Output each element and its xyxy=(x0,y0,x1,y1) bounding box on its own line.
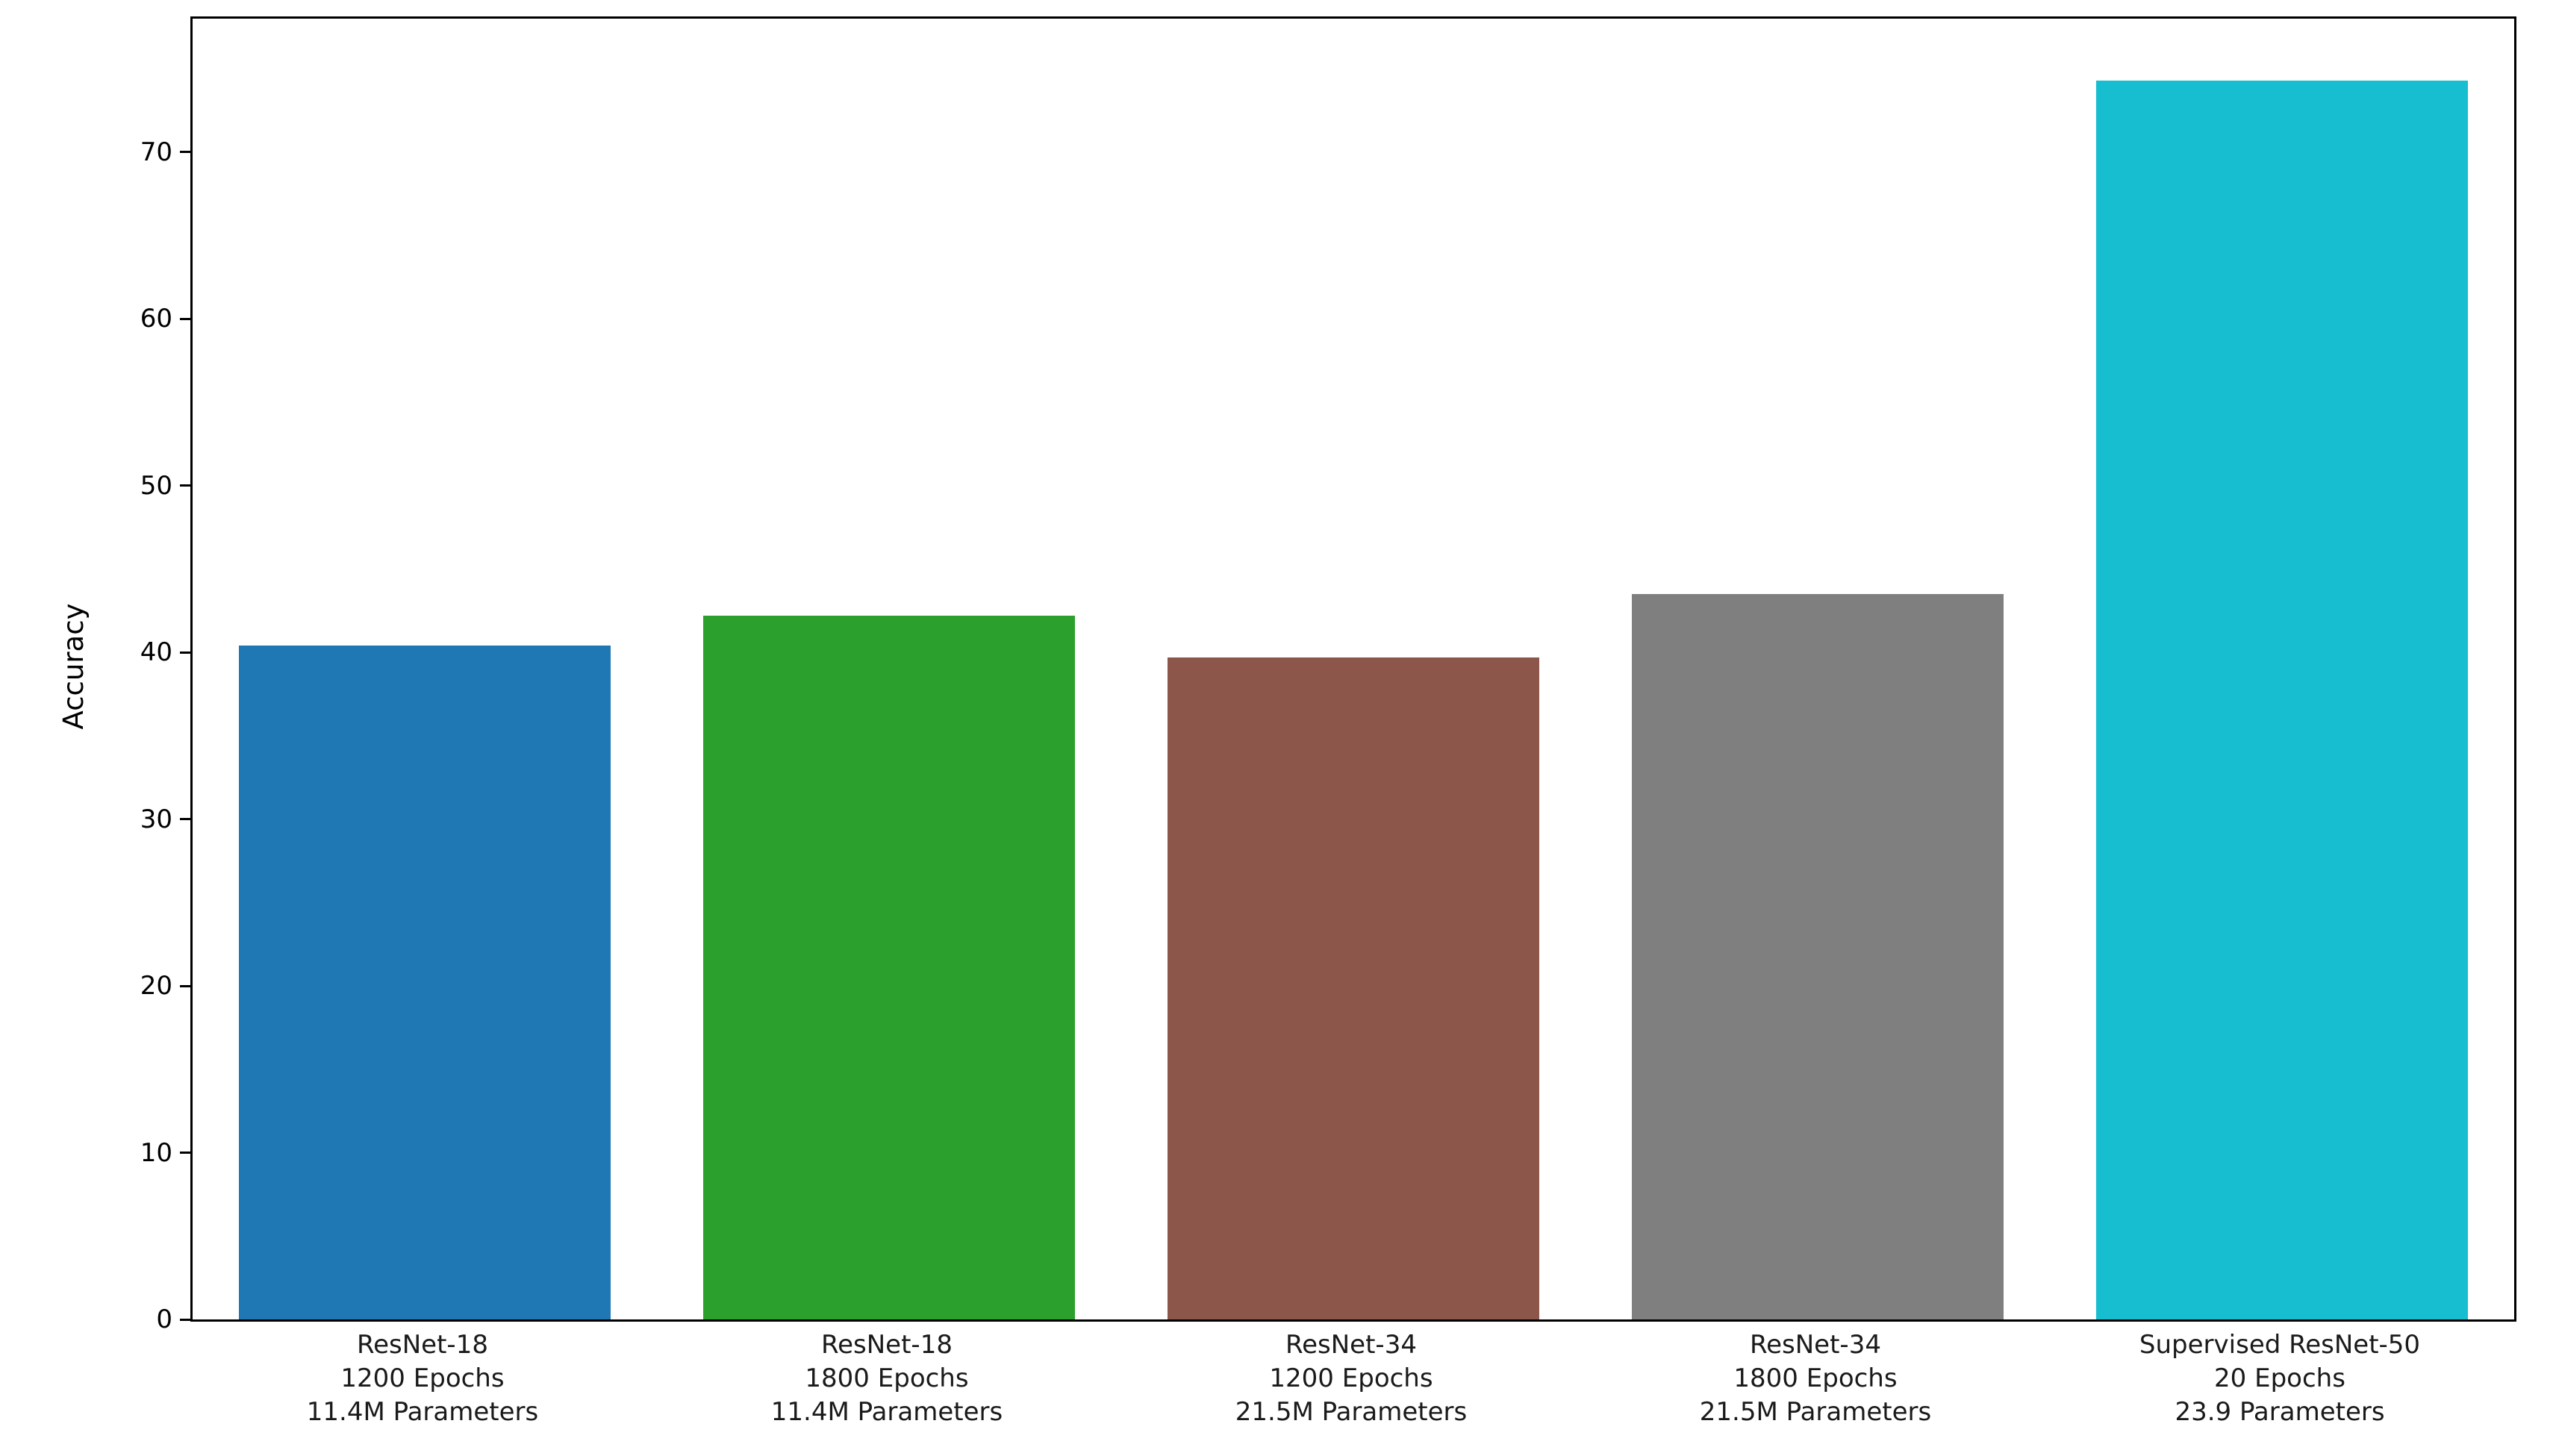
y-tick-mark xyxy=(180,317,190,320)
y-tick-label: 60 xyxy=(140,304,172,334)
y-tick-label: 0 xyxy=(156,1305,172,1334)
x-tick-label: ResNet-34 1200 Epochs 21.5M Parameters xyxy=(1235,1330,1468,1427)
y-tick-mark xyxy=(180,1318,190,1321)
y-tick-mark xyxy=(180,984,190,987)
y-tick-label: 20 xyxy=(140,971,172,1002)
bar-resnet-18-1 xyxy=(703,616,1075,1319)
plot-area xyxy=(190,16,2516,1322)
x-tick-label: Supervised ResNet-50 20 Epochs 23.9 Parame… xyxy=(2139,1330,2421,1427)
y-tick-mark xyxy=(180,651,190,654)
bar-resnet-18-0 xyxy=(239,646,611,1319)
y-tick-mark xyxy=(180,1152,190,1155)
y-tick-mark xyxy=(180,818,190,821)
bar-resnet-34-3 xyxy=(1632,593,2004,1319)
y-tick-label: 10 xyxy=(140,1137,172,1168)
x-tick-label: ResNet-18 1800 Epochs 11.4M Parameters xyxy=(770,1330,1003,1427)
y-tick-label: 70 xyxy=(140,137,172,167)
y-tick-label: 40 xyxy=(140,637,172,668)
y-tick-label: 50 xyxy=(140,470,172,501)
bar-supervised-resnet-50-4 xyxy=(2096,80,2468,1319)
x-tick-label: ResNet-34 1800 Epochs 21.5M Parameters xyxy=(1699,1330,1932,1427)
y-tick-mark xyxy=(180,484,190,487)
x-tick-label: ResNet-18 1200 Epochs 11.4M Parameters xyxy=(306,1330,539,1427)
bar-resnet-34-2 xyxy=(1168,657,1539,1319)
y-tick-mark xyxy=(180,151,190,154)
y-tick-label: 30 xyxy=(140,804,172,834)
